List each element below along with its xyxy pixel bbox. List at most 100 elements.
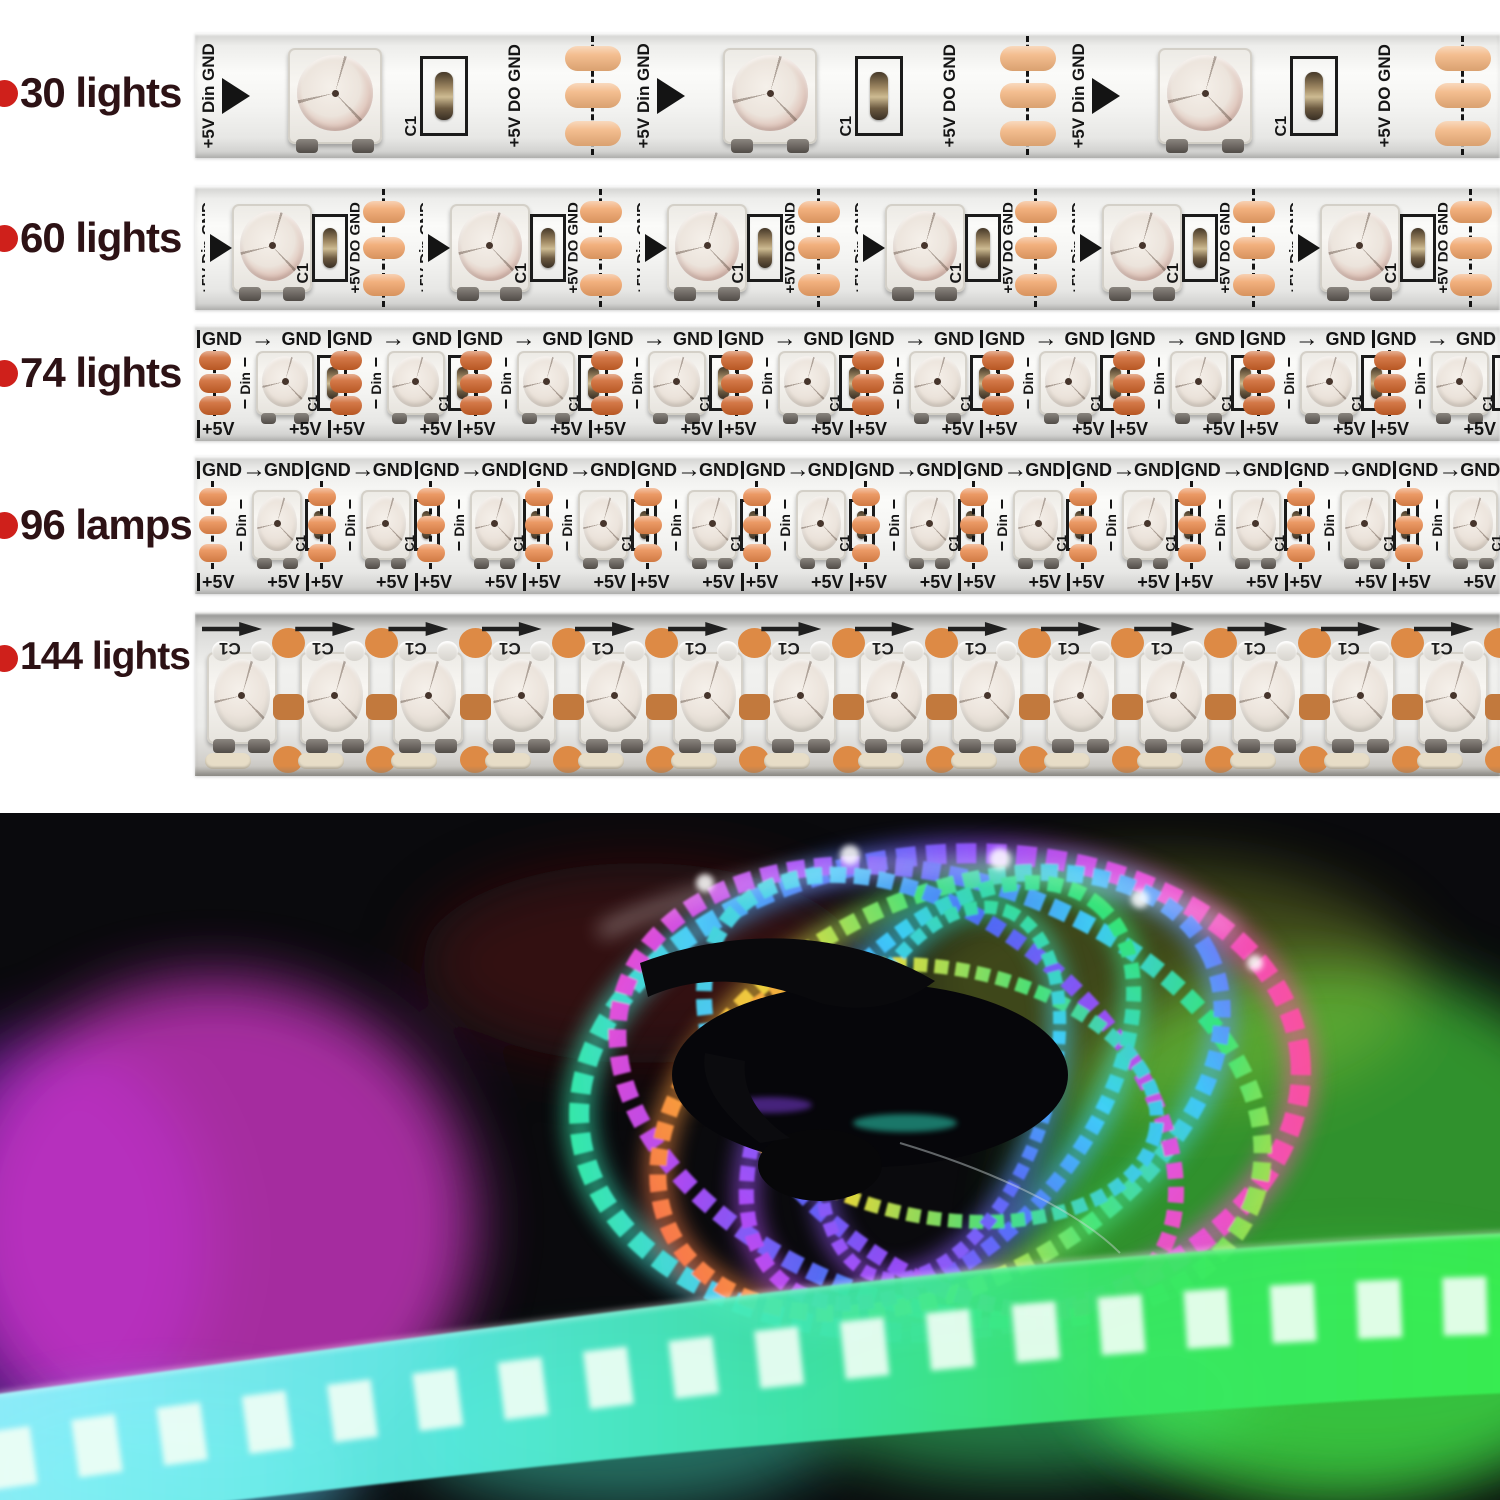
- cut-point-pads: [1431, 33, 1495, 158]
- strip-segment: C1: [381, 612, 492, 776]
- cut-point-pads: [1240, 347, 1278, 419]
- bottom-labels: +5V +5V: [414, 573, 517, 591]
- led-chip: [795, 479, 846, 569]
- cut-point-pads: [957, 478, 991, 572]
- led-leg: [282, 287, 305, 301]
- capacitor-label: C1: [1479, 395, 1495, 412]
- red-dot-icon: [0, 645, 18, 672]
- led-leg: [1207, 413, 1223, 424]
- capacitor-body: [758, 228, 773, 268]
- led-legs: [772, 739, 830, 753]
- solder-pad: [1435, 45, 1491, 71]
- solder-pad: [1286, 488, 1315, 506]
- direction-arrow-icon: [1413, 622, 1474, 636]
- led-lens: [1344, 495, 1385, 552]
- solder-pad: [851, 350, 884, 370]
- solder-pad: [634, 488, 662, 506]
- top-labels: GND → GND: [197, 458, 304, 482]
- strip-segment: +5V Din GND C1 +5V DO GND: [195, 33, 630, 158]
- capacitor-label: C1: [1382, 262, 1400, 283]
- plus5v-label: +5V: [197, 420, 235, 438]
- cut-point-pads: [979, 347, 1017, 419]
- strip-segment: C1: [1220, 612, 1331, 776]
- bottom-labels: +5V +5V: [719, 420, 844, 438]
- capacitor-c1: C1: [1165, 214, 1219, 283]
- led-legs: [1051, 739, 1110, 753]
- input-labels-group: +5V Din GND: [1070, 43, 1120, 148]
- gnd-label: GND: [803, 329, 844, 349]
- led-leg: [500, 558, 515, 569]
- led-dome: [1236, 641, 1258, 661]
- output-pin-labels: +5V DO GND: [783, 202, 795, 294]
- solder-pad: [1373, 350, 1406, 370]
- led-leg: [212, 739, 235, 753]
- strip-segment: GND → GND Din C1 +5V +5V: [195, 325, 347, 441]
- cut-point-pads: [1110, 347, 1148, 419]
- led-legs: [522, 413, 570, 424]
- strip-segment: GND → GND Din C1 +5V +5V: [1239, 325, 1391, 441]
- bottom-labels: +5V +5V: [958, 573, 1061, 591]
- input-labels-group: +5V Din GND: [635, 202, 668, 294]
- led-leg: [1305, 413, 1321, 424]
- led-dome: [717, 193, 742, 215]
- led-lens: [522, 356, 570, 407]
- direction-arrow-icon: [202, 622, 262, 636]
- bottom-labels: +5V +5V: [1067, 573, 1170, 591]
- capacitor-label: C1: [591, 639, 614, 658]
- gnd-label: GND: [699, 460, 739, 480]
- led-legs: [1238, 739, 1296, 753]
- input-pin-labels: +5V Din GND: [1287, 201, 1293, 295]
- led-leg: [1452, 558, 1468, 569]
- output-pin-labels: +5V DO GND: [565, 202, 577, 294]
- solder-pad: [831, 628, 865, 658]
- led-leg: [248, 739, 271, 753]
- led-leg: [522, 413, 538, 424]
- led-lens: [1127, 495, 1167, 552]
- plus5v-label: +5V: [1137, 572, 1170, 592]
- led-lens: [783, 356, 831, 407]
- direction-arrow-icon: →: [1438, 456, 1462, 483]
- solder-pad: [551, 628, 585, 658]
- led-chip: [908, 340, 967, 424]
- solder-pad: [1015, 237, 1057, 259]
- led-dome: [1152, 193, 1177, 215]
- plus5v-label: +5V: [288, 419, 322, 439]
- din-label: Din: [994, 498, 1010, 553]
- solder-pad: [960, 544, 989, 562]
- led-dome: [530, 641, 552, 661]
- led-leg: [1145, 739, 1168, 753]
- led-chip: [647, 340, 706, 424]
- led-leg: [621, 739, 644, 753]
- gnd-label: GND: [1067, 461, 1112, 479]
- strip-segment: GND → GND Din C1 +5V +5V: [587, 325, 739, 441]
- capacitor-body: [870, 71, 888, 120]
- led-legs: [1126, 558, 1168, 569]
- solder-pad: [590, 373, 623, 393]
- led-lens: [1332, 659, 1389, 733]
- gnd-label: GND: [1064, 329, 1105, 349]
- led-legs: [391, 413, 440, 424]
- led-dome: [351, 36, 376, 59]
- capacitor-label: C1: [1088, 395, 1103, 412]
- plus5v-label: +5V: [849, 573, 887, 591]
- led-legs: [674, 287, 740, 301]
- solder-pad: [797, 200, 840, 223]
- led-legs: [1305, 413, 1353, 424]
- led-dome: [864, 641, 886, 661]
- foreground-strip: [0, 1230, 1500, 1500]
- led-leg: [772, 739, 795, 753]
- gnd-label: GND: [980, 330, 1025, 348]
- output-pin-labels: +5V DO GND: [1218, 202, 1230, 294]
- input-labels-group: +5V Din GND: [853, 202, 885, 294]
- segment-middle: Din C1: [1175, 478, 1310, 572]
- strip-segment: C1: [568, 612, 679, 776]
- solder-pad: [982, 373, 1014, 393]
- solder-pad: [362, 200, 405, 223]
- input-labels-group: +5V Din GND: [1287, 201, 1320, 295]
- led-leg: [1424, 739, 1447, 753]
- led-domes: [1143, 641, 1204, 661]
- solder-pad: [1112, 694, 1144, 720]
- direction-arrow-icon: [1040, 622, 1101, 636]
- top-labels: GND → GND: [1067, 458, 1174, 482]
- cut-point-pads: [849, 478, 883, 572]
